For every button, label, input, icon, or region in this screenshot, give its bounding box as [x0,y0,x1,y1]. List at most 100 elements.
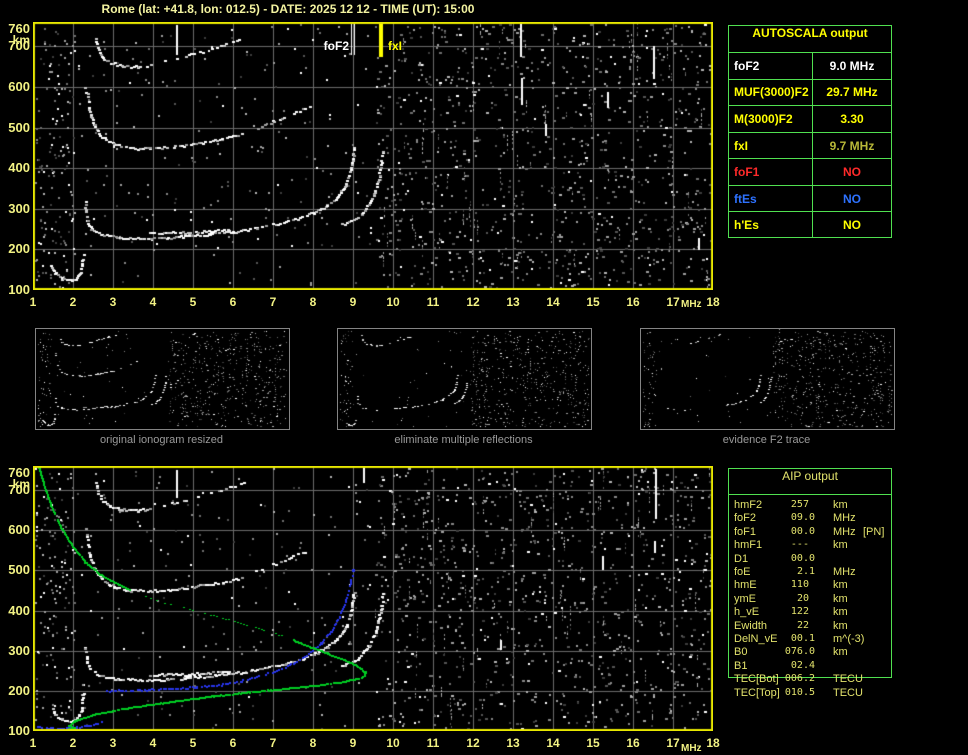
aip-row-B0: B0 076.0 km [729,646,893,659]
aip-row-unit: km [833,539,848,552]
x-tick-top-6: 6 [229,295,237,309]
x-tick-bottom-4: 4 [149,736,157,750]
y-tick-top-200: 200 [8,241,30,256]
aip-row-unit: TECU [833,686,863,699]
aip-row-label: foE [734,566,751,578]
autoscala-row-foF1: foF1 NO [729,158,891,185]
autoscala-table-header: AUTOSCALA output [729,26,891,53]
aip-row-value: 00.0 [790,552,815,564]
autoscala-row-value: 3.30 [840,111,864,126]
x-tick-top-18: 18 [706,295,720,309]
aip-row-label: B1 [734,659,748,672]
aip-row-foF1: foF1 00.0 MHz [PN] [729,526,893,539]
y-tick-bottom-600: 600 [8,522,30,537]
aip-row-label: ymE [734,592,756,605]
thumbnail-caption-3: evidence F2 trace [722,434,811,446]
aip-row-Ewidth: Ewidth 22 km [729,620,893,633]
aip-row-value: --- [790,539,815,551]
autoscala-row-label: h'Es [729,212,813,239]
aip-row-unit: km [833,499,848,511]
y-tick-bottom-760: 760 [8,465,30,480]
aip-row-TEC[Top]: TEC[Top] 010.5 TECU [729,687,893,700]
autoscala-row-ftEs: ftEs NO [729,184,891,212]
aip-row-value: 076.0 [784,646,815,658]
aip-row-value: 122 [790,606,815,618]
x-tick-bottom-7: 7 [269,736,277,750]
x-tick-bottom-16: 16 [626,736,640,750]
aip-row-unit: MHz [833,525,856,538]
aip-row-unit: km [833,606,848,619]
x-tick-top-5: 5 [189,295,197,309]
y-tick-bottom-300: 300 [8,643,30,658]
aip-row-foF2: foF2 09.0 MHz [729,512,893,525]
thumbnail-caption-1: original ionogram resized [100,434,223,446]
x-tick-top-1: 1 [29,295,37,309]
y-tick-top-400: 400 [8,160,30,175]
autoscala-row-value: NO [843,218,861,233]
x-tick-bottom-6: 6 [229,736,237,750]
aip-row-label: hmF2 [734,499,763,511]
autoscala-row-label: MUF(3000)F2 [729,79,813,106]
y-tick-top-500: 500 [8,120,30,135]
x-tick-bottom-13: 13 [506,736,520,750]
thumbnail-eliminate-reflections [337,328,592,430]
x-tick-bottom-17: 17 [666,736,680,750]
aip-row-value: 010.5 [784,686,815,698]
autoscala-row-value: NO [843,191,861,206]
aip-row-label: D1 [734,552,749,565]
aip-row-unit: km [833,619,848,632]
y-tick-top-760: 760 [8,21,30,36]
thumbnail-caption-2: eliminate multiple reflections [394,434,533,446]
aip-row-unit: km [833,579,848,592]
aip-row-ymE: ymE 20 km [729,593,893,606]
aip-row-label: B0 [734,646,748,659]
aip-row-label: foF1 [734,525,757,538]
aip-row-value: 006.2 [784,673,815,685]
x-tick-bottom-10: 10 [386,736,400,750]
y-tick-top-100: 100 [8,282,30,297]
y-tick-bottom-400: 400 [8,603,30,618]
y-tick-bottom-200: 200 [8,683,30,698]
aip-row-label: h_vE [734,606,760,619]
aip-row-label: TEC[Bot] [734,673,779,686]
aip-row-hmF1: hmF1 --- km [729,539,893,552]
autoscala-output-table: AUTOSCALA output foF2 9.0 MHz MUF(3000)F2 2… [728,25,892,239]
aip-row-value: 20 [796,592,815,604]
aip-row-unit: km [833,592,848,605]
x-tick-bottom-3: 3 [109,736,117,750]
x-tick-top-11: 11 [426,295,440,309]
ionogram-plot-profile [33,466,713,731]
autoscala-row-h'Es: h'Es NO [729,211,891,239]
y-tick-bottom-700: 700 [8,482,30,497]
aip-row-unit: TECU [833,673,863,686]
aip-row-label: Ewidth [734,619,768,632]
fxI-marker-label: fxI [388,39,403,53]
autoscala-row-value: 29.7 MHz [826,85,878,100]
aip-row-unit: MHz [833,512,856,525]
aip-row-label: DelN_vE [734,633,778,645]
aip-row-value: 00.0 [790,525,815,537]
autoscala-row-MUF(3000)F2: MUF(3000)F2 29.7 MHz [729,78,891,106]
autoscala-row-label: ftEs [729,185,813,212]
x-tick-top-13: 13 [506,295,520,309]
foF2-marker-label: foF2 [323,39,349,53]
aip-row-B1: B1 02.4 [729,660,893,673]
autoscala-row-label: fxI [729,132,813,159]
y-tick-bottom-100: 100 [8,723,30,738]
aip-row-value: 257 [790,499,815,510]
aip-row-unit: km [833,646,848,659]
autoscala-row-value: 9.7 MHz [829,138,875,153]
y-tick-bottom-500: 500 [8,562,30,577]
aip-row-value: 22 [796,619,815,631]
x-tick-bottom-1: 1 [29,736,37,750]
x-axis-unit-bottom: MHz [681,743,702,754]
x-tick-top-10: 10 [386,295,400,309]
ionogram-plot-measured [33,22,713,290]
autoscala-row-M(3000)F2: M(3000)F2 3.30 [729,105,891,132]
aip-row-value: 02.4 [790,659,815,671]
x-tick-top-12: 12 [466,295,480,309]
aip-row-label: hmE [734,579,757,592]
x-tick-top-3: 3 [109,295,117,309]
x-tick-bottom-5: 5 [189,736,197,750]
autoscala-table-rows: foF2 9.0 MHz MUF(3000)F2 29.7 MHz M(3000)F2 3… [729,53,891,239]
